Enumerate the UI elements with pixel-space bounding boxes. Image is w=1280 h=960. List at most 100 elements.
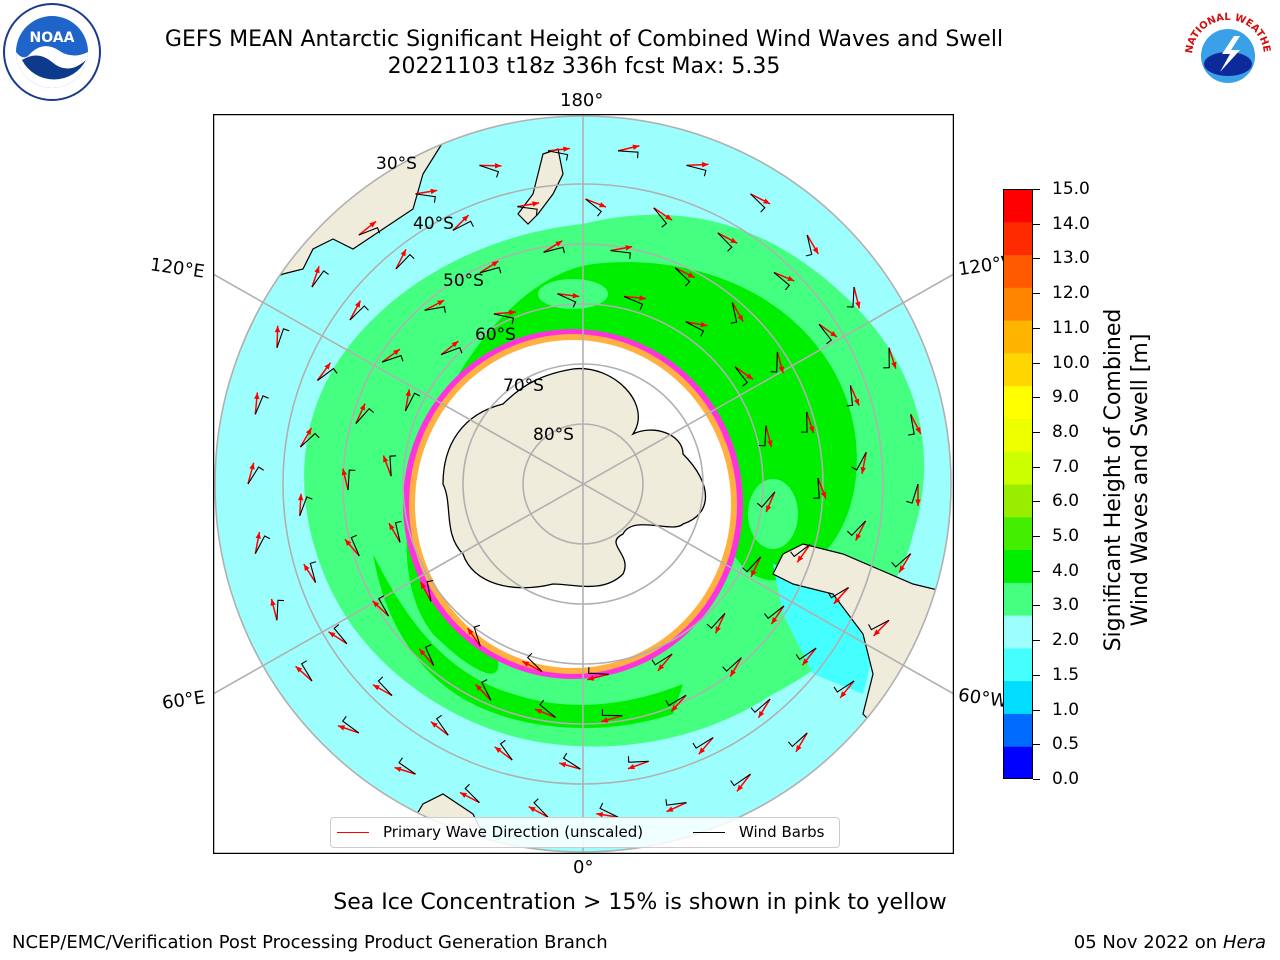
wind-barb bbox=[381, 354, 404, 363]
wind-barb bbox=[349, 305, 369, 321]
wave-arrow-head bbox=[314, 266, 320, 274]
colorbar-tick-mark bbox=[1033, 293, 1040, 295]
wind-barb bbox=[300, 660, 313, 682]
wind-barb bbox=[395, 253, 415, 270]
wind-barb bbox=[341, 715, 360, 734]
wind-barb bbox=[300, 432, 320, 448]
colorbar-tick-mark bbox=[1033, 327, 1040, 329]
wind-barb bbox=[378, 595, 390, 617]
wave-arrow-head bbox=[833, 597, 841, 604]
wave-arrow-head bbox=[797, 555, 804, 563]
wave-arrow-head bbox=[639, 295, 646, 301]
wave-arrow-head bbox=[522, 661, 530, 667]
wind-barb bbox=[773, 271, 791, 291]
wave-arrow-head bbox=[627, 764, 635, 770]
colorbar bbox=[1003, 189, 1033, 779]
wind-barb bbox=[426, 579, 434, 602]
colorbar-segment bbox=[1003, 615, 1033, 649]
polar-map: 30°S 40°S 50°S 60°S 70°S 80°S bbox=[213, 114, 954, 854]
wave-arrow-head bbox=[555, 240, 563, 247]
colorbar-label: Significant Height of Combined Wind Wave… bbox=[1101, 308, 1153, 652]
colorbar-tick-mark bbox=[1033, 570, 1040, 572]
wind-barb bbox=[309, 561, 317, 583]
wave-arrow-head bbox=[812, 247, 819, 254]
wind-barb bbox=[452, 220, 474, 231]
map-panel: 30°S 40°S 50°S 60°S 70°S 80°S bbox=[213, 114, 954, 854]
wind-barb bbox=[906, 483, 919, 504]
colorbar-tick-mark bbox=[1033, 466, 1040, 468]
wave-arrow-head bbox=[437, 300, 445, 306]
wind-barb bbox=[557, 293, 577, 308]
colorbar-segment bbox=[1003, 320, 1033, 354]
wave-arrow-head bbox=[494, 162, 502, 169]
wind-barb bbox=[706, 612, 726, 629]
lat-label-50s: 50°S bbox=[443, 271, 484, 291]
wind-barb bbox=[665, 694, 687, 707]
wind-barb bbox=[424, 306, 446, 313]
wave-arrow-head bbox=[338, 725, 346, 731]
wind-barb bbox=[818, 323, 833, 345]
colorbar-tick-label: 13.0 bbox=[1052, 248, 1090, 269]
wave-arrow-head bbox=[808, 425, 815, 433]
colorbar-tick-label: 9.0 bbox=[1052, 387, 1080, 408]
wave-arrow-head bbox=[274, 325, 281, 333]
wind-barb bbox=[627, 756, 649, 763]
wind-barb bbox=[846, 385, 854, 407]
colorbar-tick-label: 5.0 bbox=[1052, 526, 1080, 547]
wind-barb bbox=[526, 652, 543, 672]
wind-barb bbox=[610, 250, 631, 259]
wave-arrow-head bbox=[475, 684, 482, 691]
wave-arrow-head bbox=[820, 491, 827, 499]
swh-coastal-low bbox=[773, 564, 873, 694]
wind-barb bbox=[424, 644, 435, 666]
wind-barb bbox=[653, 207, 668, 228]
wave-arrow-head bbox=[270, 598, 276, 606]
wave-arrow-head bbox=[746, 373, 753, 380]
wave-arrow-head bbox=[430, 721, 438, 728]
wave-arrow-head bbox=[383, 455, 389, 463]
wave-arrow-head bbox=[778, 366, 785, 374]
wave-arrow-head bbox=[891, 361, 897, 369]
wave-arrow-head bbox=[860, 466, 866, 474]
wave-arrow-head bbox=[763, 198, 771, 204]
wind-barb bbox=[851, 451, 867, 471]
wind-barb bbox=[651, 653, 673, 666]
wind-barb bbox=[805, 234, 813, 257]
colorbar-tick-mark bbox=[1033, 779, 1040, 780]
wave-arrow-head bbox=[494, 746, 502, 753]
legend-black-line bbox=[693, 832, 725, 833]
wind-barb bbox=[730, 773, 751, 787]
wave-arrow-head bbox=[303, 564, 310, 571]
footer-date: 05 Nov 2022 on Hera bbox=[1073, 932, 1266, 953]
chart-subtitle: 20221103 t18z 336h fcst Max: 5.35 bbox=[387, 54, 781, 79]
wave-arrow-head bbox=[873, 629, 881, 636]
colorbar-segment bbox=[1003, 582, 1033, 616]
wind-barb bbox=[833, 680, 855, 693]
wave-arrow-head bbox=[255, 532, 261, 539]
colorbar-tick-mark bbox=[1033, 640, 1040, 642]
lon-label-60w: 60°W bbox=[956, 684, 1009, 713]
colorbar-segment bbox=[1003, 516, 1033, 551]
wave-arrow-head bbox=[430, 188, 438, 195]
wave-arrow-head bbox=[359, 403, 366, 411]
wind-barb bbox=[813, 477, 820, 499]
colorbar-tick-label: 0.5 bbox=[1052, 734, 1080, 755]
wave-arrow-head bbox=[855, 301, 861, 309]
wave-arrow-head bbox=[700, 321, 708, 328]
wave-arrow-head bbox=[854, 398, 860, 406]
wave-arrow-head bbox=[563, 146, 570, 152]
wind-barb bbox=[846, 287, 855, 308]
lat-label-40s: 40°S bbox=[413, 214, 454, 234]
wind-barb bbox=[404, 392, 421, 412]
wave-arrow-head bbox=[305, 428, 312, 435]
wind-barb bbox=[692, 737, 714, 749]
wave-arrow-head bbox=[372, 600, 380, 608]
wave-arrow-head bbox=[369, 221, 377, 228]
wave-arrow-head bbox=[915, 499, 921, 506]
lat-label-80s: 80°S bbox=[533, 425, 574, 445]
wind-barb bbox=[347, 469, 356, 491]
colorbar-tick-label: 14.0 bbox=[1052, 213, 1090, 234]
colorbar-tick-label: 15.0 bbox=[1052, 179, 1090, 199]
colorbar-tick-label: 6.0 bbox=[1052, 491, 1080, 512]
legend-wind-barbs: Wind Barbs bbox=[693, 823, 824, 841]
